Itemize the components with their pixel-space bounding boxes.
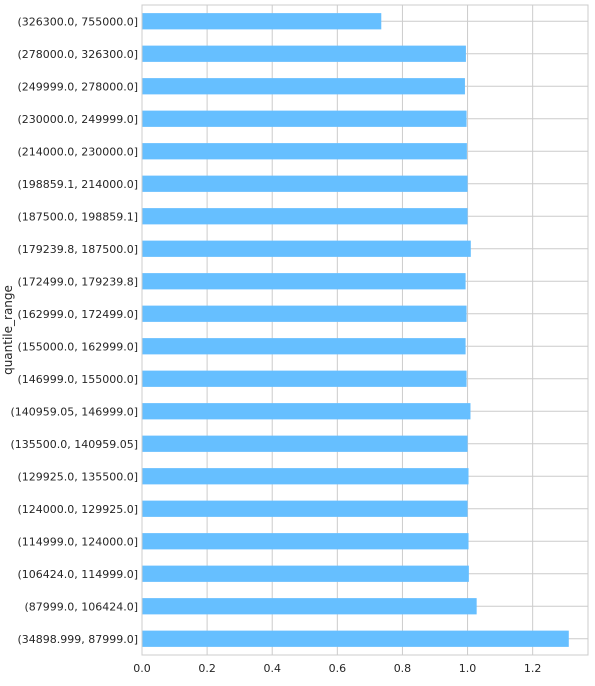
- y-tick-label: (106424.0, 114999.0]: [17, 568, 138, 581]
- y-tick-label: (230000.0, 249999.0]: [17, 113, 138, 126]
- y-tick-label: (326300.0, 755000.0]: [17, 15, 138, 28]
- y-tick-label: (114999.0, 124000.0]: [17, 535, 138, 548]
- bar: [142, 435, 468, 452]
- x-tick-label: 1.0: [459, 662, 477, 675]
- y-tick-labels: (326300.0, 755000.0] (278000.0, 326300.0]…: [10, 15, 138, 646]
- gridlines: [141, 5, 588, 655]
- bar: [142, 598, 477, 615]
- x-tick-label: 0.4: [263, 662, 281, 675]
- x-tick-label: 0.2: [198, 662, 216, 675]
- y-tick-label: (129925.0, 135500.0]: [17, 470, 138, 483]
- bar: [142, 630, 569, 647]
- bar: [142, 143, 467, 160]
- y-tick-label: (155000.0, 162999.0]: [17, 340, 138, 353]
- y-tick-label: (162999.0, 172499.0]: [17, 308, 138, 321]
- y-tick-label: (140959.05, 146999.0]: [10, 405, 138, 418]
- y-tick-label: (187500.0, 198859.1]: [17, 210, 138, 223]
- y-tick-label: (179239.8, 187500.0]: [17, 243, 138, 256]
- y-tick-label: (214000.0, 230000.0]: [17, 145, 138, 158]
- x-tick-label: 0.6: [329, 662, 347, 675]
- bar: [142, 240, 471, 257]
- bar: [142, 13, 382, 30]
- x-tick-label: 1.2: [524, 662, 542, 675]
- x-tick-labels: 0.0 0.2 0.4 0.6 0.8 1.0 1.2: [133, 662, 541, 675]
- y-tick-label: (198859.1, 214000.0]: [17, 178, 138, 191]
- bar: [142, 208, 468, 225]
- y-tick-label: (34898.999, 87999.0]: [17, 633, 138, 646]
- bar: [142, 78, 465, 95]
- y-tick-label: (87999.0, 106424.0]: [24, 600, 138, 613]
- bar: [142, 533, 469, 550]
- bar: [142, 273, 466, 290]
- bar: [142, 338, 466, 355]
- plot-frame: [141, 4, 589, 656]
- x-tick-label: 0.8: [394, 662, 412, 675]
- y-axis-label: quantile_range: [1, 285, 15, 375]
- y-tick-label: (249999.0, 278000.0]: [17, 80, 138, 93]
- y-tick-label: (278000.0, 326300.0]: [17, 48, 138, 61]
- bar: [142, 45, 466, 62]
- bar: [142, 370, 467, 387]
- bar: [142, 403, 471, 420]
- y-tick-label: (146999.0, 155000.0]: [17, 373, 138, 386]
- bar: [142, 175, 468, 192]
- bar: [142, 305, 467, 322]
- y-tick-label: (172499.0, 179239.8]: [17, 275, 138, 288]
- y-tick-label: (135500.0, 140959.05]: [10, 438, 138, 451]
- bar: [142, 565, 469, 582]
- bar: [142, 468, 469, 485]
- x-tick-label: 0.0: [133, 662, 151, 675]
- y-tick-label: (124000.0, 129925.0]: [17, 503, 138, 516]
- bar: [142, 500, 468, 517]
- bar: [142, 110, 467, 127]
- bars: [142, 13, 569, 647]
